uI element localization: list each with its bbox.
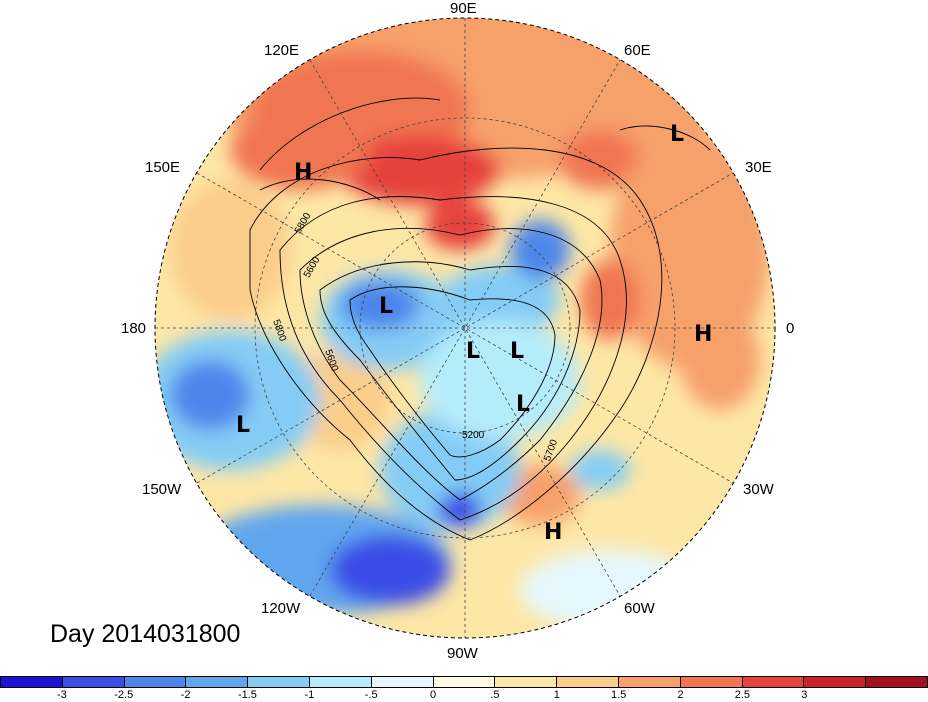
lon-label-90w: 90W (447, 645, 478, 662)
low-marker: L (236, 413, 251, 438)
colorbar-tick-label: 2 (677, 689, 684, 701)
lon-label-150e: 150E (145, 159, 181, 176)
colorbar-swatch (742, 677, 805, 687)
colorbar-swatch (371, 677, 434, 687)
lon-label-120w: 120W (261, 600, 301, 617)
low-marker: L (466, 339, 481, 364)
colorbar (0, 676, 928, 688)
colorbar-tick-label: -.5 (364, 689, 378, 701)
colorbar-tick-label: -1 (304, 689, 315, 701)
low-marker: L (670, 122, 685, 147)
high-marker: H (294, 160, 313, 185)
contour-label: 5200 (462, 430, 485, 441)
colorbar-tick-label: -1.5 (237, 689, 257, 701)
colorbar-swatch (1, 677, 63, 687)
colorbar-swatch (680, 677, 743, 687)
colorbar-tick-label: 1.5 (611, 689, 627, 701)
high-marker: H (694, 322, 713, 347)
low-marker: L (516, 392, 531, 417)
colorbar-tick-label: 3 (801, 689, 808, 701)
date-label: Day 2014031800 (50, 620, 241, 648)
colorbar-swatch (248, 677, 310, 687)
graticule (155, 18, 775, 638)
colorbar-swatch (557, 677, 619, 687)
lon-label-120e: 120E (264, 42, 300, 59)
low-marker: L (510, 339, 525, 364)
colorbar-swatch (433, 677, 496, 687)
colorbar-tick-label: 0 (430, 689, 437, 701)
high-marker: H (544, 520, 563, 545)
colorbar-swatch (618, 677, 681, 687)
colorbar-swatch (62, 677, 125, 687)
low-marker: L (379, 294, 394, 319)
colorbar-swatch (186, 677, 249, 687)
colorbar-tick-label: .5 (490, 689, 500, 701)
lon-label-60e: 60E (624, 42, 651, 59)
lon-label-180: 180 (121, 320, 147, 337)
colorbar-tick-label: -3 (56, 689, 67, 701)
colorbar-swatch (124, 677, 187, 687)
colorbar-tick-label: -2 (180, 689, 191, 701)
colorbar-tick-label: 2.5 (734, 689, 751, 701)
height-contours (249, 97, 711, 541)
lon-label-0: 0 (786, 320, 795, 337)
colorbar-tick-label: 1 (553, 689, 560, 701)
anomaly-field (155, 18, 775, 638)
colorbar-swatch (309, 677, 372, 687)
colorbar-tick-label: -2.5 (114, 689, 134, 701)
colorbar-swatch (866, 677, 927, 687)
lon-label-30w: 30W (743, 481, 774, 498)
colorbar-swatch (804, 677, 867, 687)
lon-label-30e: 30E (745, 159, 772, 176)
lon-label-90e: 90E (450, 0, 477, 17)
lon-label-60w: 60W (624, 600, 655, 617)
lon-label-150w: 150W (142, 481, 182, 498)
map-border (154, 17, 776, 639)
colorbar-swatch (495, 677, 558, 687)
